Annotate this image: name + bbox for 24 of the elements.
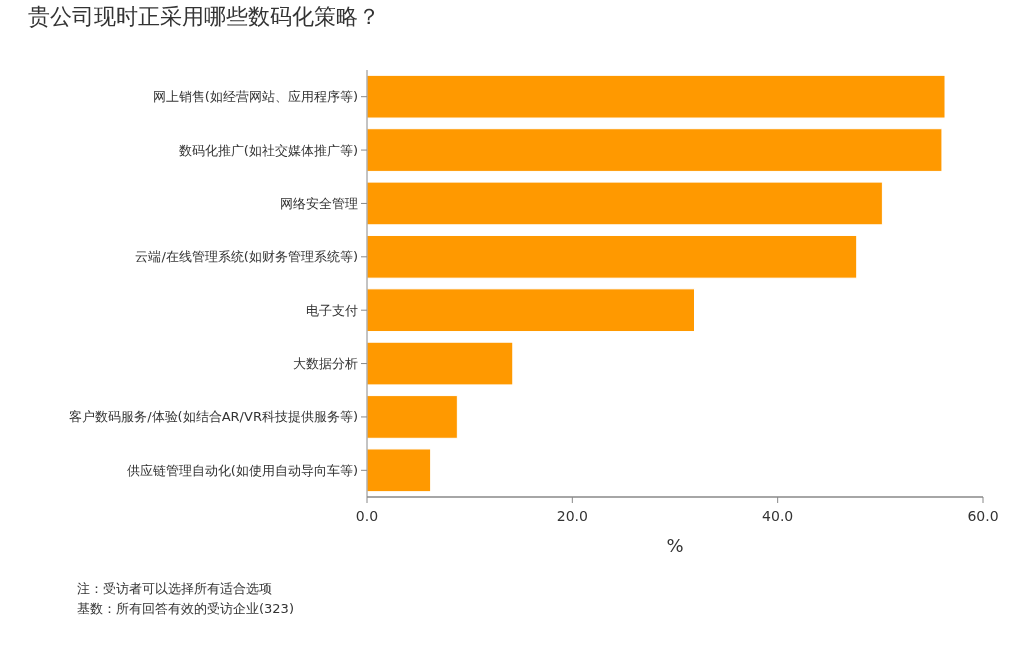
text: 注：受访者可以选择所有适合选项 <box>77 581 272 596</box>
text: 基数：所有回答有效的受访企业(323) <box>77 601 294 616</box>
y-tick-label: 网络安全管理 <box>280 195 358 211</box>
chart-title: 贵公司现时正采用哪些数码化策略？ <box>28 4 380 29</box>
x-tick-label: 20.0 <box>556 508 588 524</box>
y-tick-label: 电子支付 <box>306 302 358 318</box>
y-tick-label: 供应链管理自动化(如使用自动导向车等) <box>126 462 358 478</box>
y-tick-label: 数码化推广(如社交媒体推广等) <box>178 142 358 158</box>
bar <box>366 128 943 172</box>
bar <box>366 395 458 439</box>
bar <box>366 448 432 493</box>
y-tick-label: 大数据分析 <box>293 356 358 372</box>
y-tick-label: 客户数码服务/体验(如结合AR/VR科技提供服务等) <box>69 409 358 425</box>
x-tick-label: 0.0 <box>355 508 379 524</box>
bar <box>366 74 946 119</box>
bar <box>366 181 883 226</box>
x-tick-label: 60.0 <box>967 508 999 524</box>
bar <box>366 288 696 333</box>
y-tick-label: 网上销售(如经营网站、应用程序等) <box>152 89 358 105</box>
x-tick-label: 40.0 <box>762 508 794 524</box>
bar <box>366 234 858 279</box>
x-axis-title: % <box>666 535 684 556</box>
y-tick-label: 云端/在线管理系统(如财务管理系统等) <box>135 249 358 265</box>
bar <box>366 341 514 386</box>
